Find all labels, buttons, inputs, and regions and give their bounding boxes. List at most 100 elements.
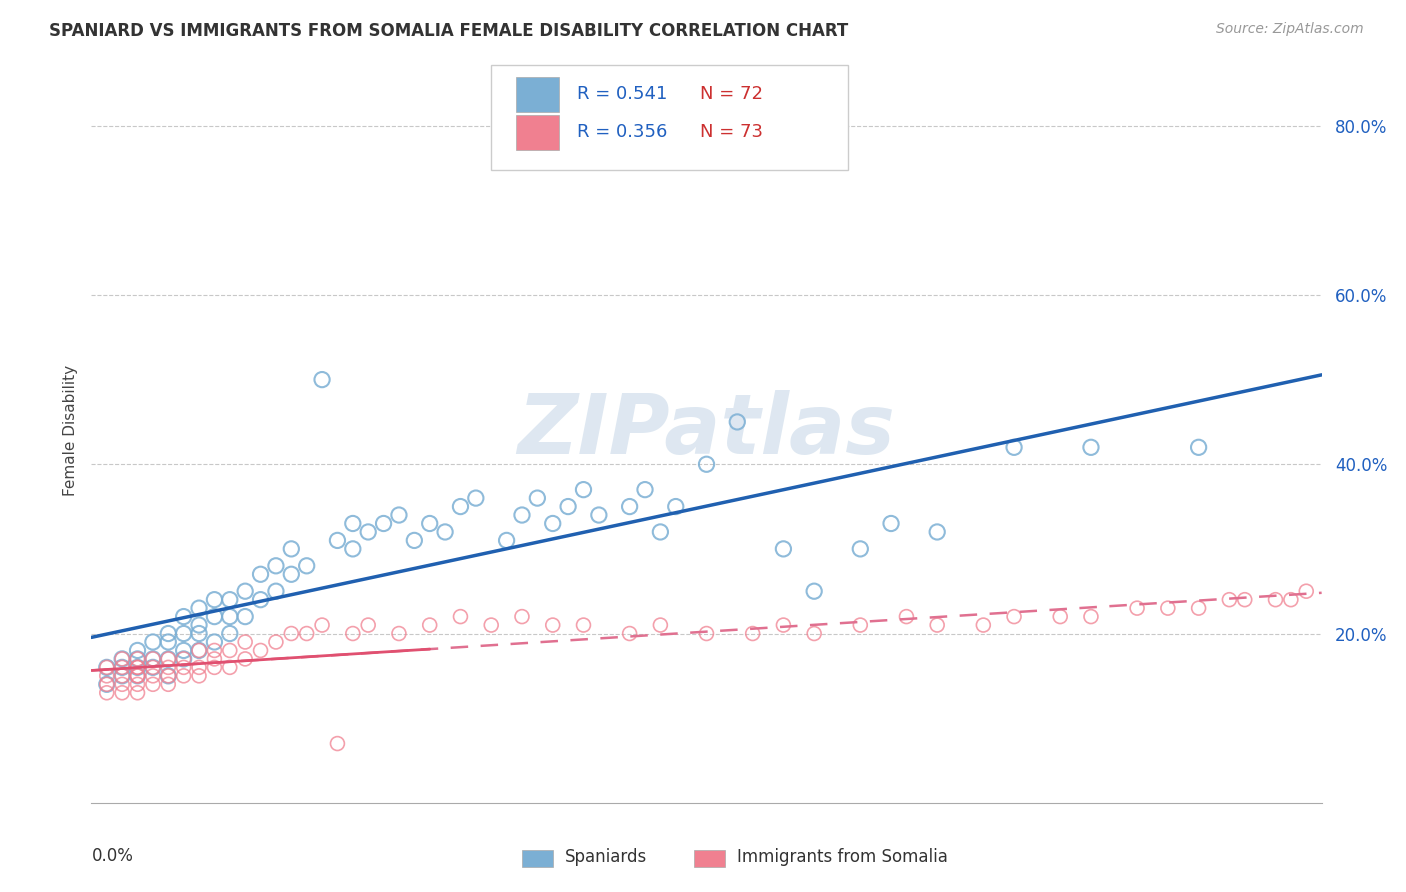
Point [188, 601, 211, 615]
Point [111, 660, 134, 674]
FancyBboxPatch shape [491, 65, 848, 169]
Point [157, 652, 180, 666]
Point [249, 567, 271, 582]
Point [157, 660, 180, 674]
Point [526, 491, 548, 505]
Point [188, 660, 211, 674]
Point [849, 618, 872, 632]
Point [311, 618, 333, 632]
FancyBboxPatch shape [695, 850, 725, 867]
Point [249, 592, 271, 607]
Point [202, 660, 225, 674]
Point [326, 737, 349, 751]
Point [111, 669, 134, 683]
Point [449, 500, 471, 514]
Point [202, 635, 225, 649]
Point [96, 660, 118, 674]
Point [173, 669, 195, 683]
Point [127, 652, 149, 666]
Point [202, 592, 225, 607]
Point [96, 660, 118, 674]
Point [218, 626, 240, 640]
Point [972, 618, 994, 632]
Point [111, 669, 134, 683]
Point [188, 643, 211, 657]
Point [218, 643, 240, 657]
Point [419, 516, 441, 531]
Point [1264, 592, 1286, 607]
Point [1080, 440, 1102, 454]
Point [772, 541, 794, 556]
Point [218, 592, 240, 607]
Point [434, 524, 457, 539]
Point [665, 500, 688, 514]
FancyBboxPatch shape [516, 114, 558, 151]
Text: SPANIARD VS IMMIGRANTS FROM SOMALIA FEMALE DISABILITY CORRELATION CHART: SPANIARD VS IMMIGRANTS FROM SOMALIA FEMA… [49, 22, 848, 40]
Point [449, 609, 471, 624]
Point [142, 669, 165, 683]
Point [1002, 440, 1025, 454]
Point [1187, 440, 1209, 454]
Point [280, 541, 302, 556]
Point [1157, 601, 1180, 615]
Point [326, 533, 349, 548]
Point [1080, 609, 1102, 624]
Point [233, 584, 256, 599]
Point [264, 558, 287, 573]
Point [233, 635, 256, 649]
Point [295, 558, 318, 573]
Point [173, 643, 195, 657]
Point [572, 483, 595, 497]
Point [127, 686, 149, 700]
Point [127, 669, 149, 683]
Point [218, 609, 240, 624]
Point [634, 483, 657, 497]
Point [96, 677, 118, 691]
Point [218, 660, 240, 674]
Text: Spaniards: Spaniards [565, 848, 647, 866]
Point [142, 652, 165, 666]
Point [127, 660, 149, 674]
Point [202, 652, 225, 666]
Point [127, 660, 149, 674]
Text: R = 0.541: R = 0.541 [578, 86, 668, 103]
Point [157, 669, 180, 683]
Point [127, 643, 149, 657]
Point [927, 524, 949, 539]
Point [127, 669, 149, 683]
Point [464, 491, 486, 505]
Point [388, 626, 411, 640]
Point [311, 373, 333, 387]
Point [619, 626, 641, 640]
Point [173, 609, 195, 624]
Point [157, 635, 180, 649]
Point [96, 686, 118, 700]
Point [1049, 609, 1071, 624]
Point [650, 618, 672, 632]
Point [495, 533, 517, 548]
Point [264, 635, 287, 649]
Point [803, 626, 825, 640]
Point [1218, 592, 1240, 607]
Text: R = 0.356: R = 0.356 [578, 123, 668, 142]
Point [880, 516, 903, 531]
Point [510, 508, 533, 522]
Point [142, 677, 165, 691]
Point [342, 541, 364, 556]
Point [173, 660, 195, 674]
Point [111, 652, 134, 666]
Point [188, 643, 211, 657]
Point [233, 609, 256, 624]
Point [373, 516, 395, 531]
Point [510, 609, 533, 624]
Point [357, 524, 380, 539]
Point [142, 660, 165, 674]
Point [280, 567, 302, 582]
Point [111, 686, 134, 700]
Point [142, 635, 165, 649]
Point [1002, 609, 1025, 624]
Point [96, 669, 118, 683]
Text: 0.0%: 0.0% [91, 847, 134, 865]
Point [96, 677, 118, 691]
Point [741, 626, 763, 640]
